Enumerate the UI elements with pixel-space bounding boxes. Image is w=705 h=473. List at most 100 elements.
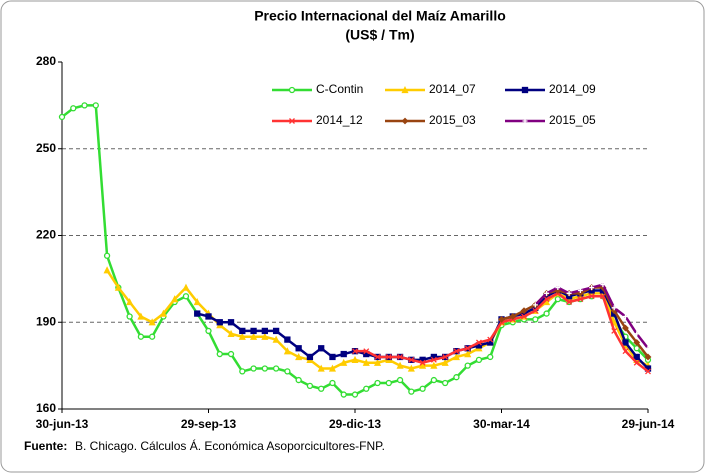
marker	[566, 290, 572, 296]
marker	[182, 283, 190, 291]
marker	[239, 368, 246, 375]
marker	[645, 368, 651, 375]
marker	[633, 339, 641, 346]
legend-label: 2015_05	[549, 113, 596, 127]
marker	[554, 295, 561, 303]
marker	[126, 298, 134, 306]
marker	[70, 105, 77, 112]
marker	[520, 307, 528, 315]
marker	[193, 298, 201, 306]
marker	[284, 336, 291, 343]
marker	[464, 350, 472, 358]
y-tick-label: 220	[36, 228, 56, 242]
marker	[532, 302, 538, 308]
marker	[351, 391, 359, 398]
marker	[329, 353, 336, 361]
marker	[352, 348, 358, 355]
marker	[306, 353, 314, 361]
marker	[408, 388, 415, 395]
marker	[543, 310, 550, 317]
x-tick-label: 29-dic-13	[329, 417, 381, 431]
marker	[137, 312, 145, 320]
marker	[577, 287, 583, 293]
marker	[103, 266, 111, 274]
marker	[522, 118, 528, 124]
marker	[419, 385, 426, 392]
source-text: B. Chicago. Cálculos Á. Económica Asopor…	[75, 438, 385, 453]
marker	[261, 365, 268, 372]
marker	[159, 309, 167, 317]
marker	[318, 345, 325, 352]
marker	[340, 358, 348, 366]
marker	[194, 310, 201, 317]
marker	[577, 296, 584, 303]
marker	[453, 348, 460, 355]
marker	[363, 385, 370, 392]
marker	[261, 332, 269, 340]
legend-label: 2015_03	[429, 113, 476, 127]
marker	[430, 361, 438, 369]
chart-subtitle: (US$ / Tm)	[345, 27, 414, 43]
marker	[396, 376, 404, 384]
marker	[543, 296, 550, 303]
marker	[137, 333, 145, 340]
marker	[611, 327, 618, 334]
marker	[306, 382, 314, 390]
marker	[588, 293, 595, 300]
marker	[351, 355, 359, 363]
marker	[149, 333, 156, 340]
marker	[239, 327, 246, 335]
marker	[205, 327, 212, 335]
legend-label: 2014_07	[429, 82, 476, 96]
marker	[407, 364, 415, 372]
marker	[340, 350, 347, 358]
x-tick-label: 29-sep-13	[181, 417, 237, 431]
y-tick-label: 160	[36, 401, 56, 415]
marker	[363, 348, 370, 355]
marker	[521, 313, 527, 320]
marker	[283, 347, 291, 355]
marker	[442, 353, 449, 360]
marker	[182, 293, 190, 300]
marker	[272, 327, 280, 335]
marker	[385, 353, 392, 360]
marker	[272, 335, 280, 343]
marker	[397, 353, 404, 360]
marker	[374, 379, 381, 387]
marker	[419, 359, 426, 366]
marker	[633, 353, 640, 361]
marker	[498, 315, 505, 323]
marker	[487, 336, 494, 343]
marker	[441, 358, 449, 366]
marker	[329, 379, 336, 387]
marker	[328, 364, 337, 372]
marker	[452, 352, 460, 361]
marker	[227, 319, 235, 326]
marker	[419, 361, 427, 369]
y-tick-label: 190	[36, 314, 56, 328]
marker	[401, 86, 409, 94]
marker	[284, 368, 291, 375]
marker	[644, 353, 652, 361]
marker	[295, 376, 302, 384]
x-tick-label: 30-jun-13	[36, 417, 89, 431]
marker	[205, 313, 212, 320]
marker	[288, 86, 296, 94]
marker	[238, 332, 246, 340]
marker	[272, 365, 280, 372]
marker	[521, 86, 529, 94]
marker	[430, 376, 438, 384]
marker	[430, 356, 437, 363]
source-label: Fuente:	[24, 439, 67, 453]
marker	[634, 331, 640, 337]
marker	[148, 318, 156, 326]
marker	[58, 113, 66, 121]
legend-label: 2014_12	[316, 113, 363, 127]
marker	[555, 285, 561, 291]
marker	[622, 348, 629, 355]
y-tick-label: 280	[36, 54, 56, 68]
marker	[171, 295, 179, 303]
marker	[81, 102, 88, 109]
marker	[476, 339, 482, 346]
